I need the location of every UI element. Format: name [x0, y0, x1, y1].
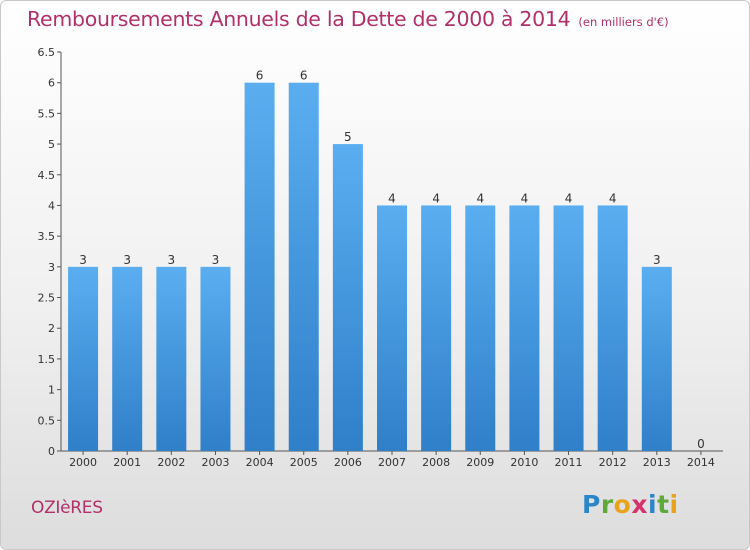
data-label: 4: [609, 191, 617, 205]
y-tick-label: 2: [48, 322, 55, 335]
data-label: 4: [565, 191, 573, 205]
x-tick-label: 2000: [69, 456, 97, 469]
town-name: OZIèRES: [31, 498, 103, 518]
x-tick-label: 2003: [201, 456, 229, 469]
y-tick-label: 0.5: [38, 414, 56, 427]
logo-letter: o: [613, 490, 632, 519]
y-tick-label: 1.5: [38, 353, 56, 366]
y-tick-label: 4: [48, 199, 55, 212]
chart-title: Remboursements Annuels de la Dette de 20…: [27, 7, 669, 31]
data-label: 6: [256, 69, 264, 83]
bar: [509, 205, 540, 451]
y-tick-label: 4.5: [38, 169, 56, 182]
data-label: 4: [476, 191, 484, 205]
bar: [597, 205, 628, 451]
bar: [421, 205, 452, 451]
chart-unit: (en milliers d'€): [578, 15, 669, 29]
chart-title-text: Remboursements Annuels de la Dette de 20…: [27, 7, 571, 31]
x-tick-label: 2007: [378, 456, 406, 469]
bar: [553, 205, 584, 451]
logo-letter: x: [631, 490, 648, 519]
x-tick-label: 2014: [687, 456, 715, 469]
axes: 0 0.5 1 1.5 2 2.5 3 3.5 4 4.5 5 5.5 6 6.5 2000 2001 2002…: [38, 46, 723, 469]
bars: 3 3 3 3 6 6 5 4 4 4 4 4 4 3 0: [68, 69, 705, 452]
y-tick-label: 0: [48, 445, 55, 458]
x-tick-label: 2001: [113, 456, 141, 469]
y-tick-label: 3.5: [38, 230, 56, 243]
x-tick-label: 2006: [334, 456, 362, 469]
bar: [288, 82, 319, 451]
data-label: 4: [388, 191, 396, 205]
y-tick-label: 1: [48, 384, 55, 397]
x-tick-label: 2002: [157, 456, 185, 469]
y-tick-label: 5.5: [38, 107, 56, 120]
bar: [156, 266, 187, 451]
data-label: 3: [123, 253, 131, 267]
bar: [641, 266, 672, 451]
bar: [200, 266, 231, 451]
logo-letter: r: [600, 490, 614, 519]
x-tick-label: 2009: [466, 456, 494, 469]
data-label: 3: [79, 253, 87, 267]
y-tick-label: 6: [48, 77, 55, 90]
logo-letter: P: [582, 490, 601, 519]
y-tick-label: 2.5: [38, 292, 56, 305]
logo-letter: i: [669, 490, 679, 519]
x-tick-label: 2008: [422, 456, 450, 469]
bar: [332, 144, 363, 452]
y-tick-label: 5: [48, 138, 55, 151]
bar: [244, 82, 275, 451]
bar: [465, 205, 496, 451]
proxiti-logo[interactable]: Proxiti: [582, 490, 679, 519]
data-label: 0: [697, 437, 705, 451]
logo-letter: i: [648, 490, 658, 519]
y-tick-label: 3: [48, 261, 55, 274]
x-tick-label: 2010: [510, 456, 538, 469]
data-label: 3: [168, 253, 176, 267]
data-label: 6: [300, 69, 308, 83]
x-tick-label: 2013: [643, 456, 671, 469]
bar: [68, 266, 99, 451]
x-tick-label: 2005: [290, 456, 318, 469]
data-label: 3: [212, 253, 220, 267]
bar: [377, 205, 407, 451]
x-tick-label: 2011: [555, 456, 583, 469]
data-label: 3: [653, 253, 661, 267]
bar: [112, 266, 143, 451]
logo-letter: t: [657, 490, 670, 519]
data-label: 4: [432, 191, 440, 205]
x-tick-label: 2004: [246, 456, 274, 469]
x-tick-label: 2012: [599, 456, 627, 469]
data-label: 5: [344, 130, 352, 144]
data-label: 4: [521, 191, 529, 205]
y-tick-label: 6.5: [38, 46, 56, 59]
